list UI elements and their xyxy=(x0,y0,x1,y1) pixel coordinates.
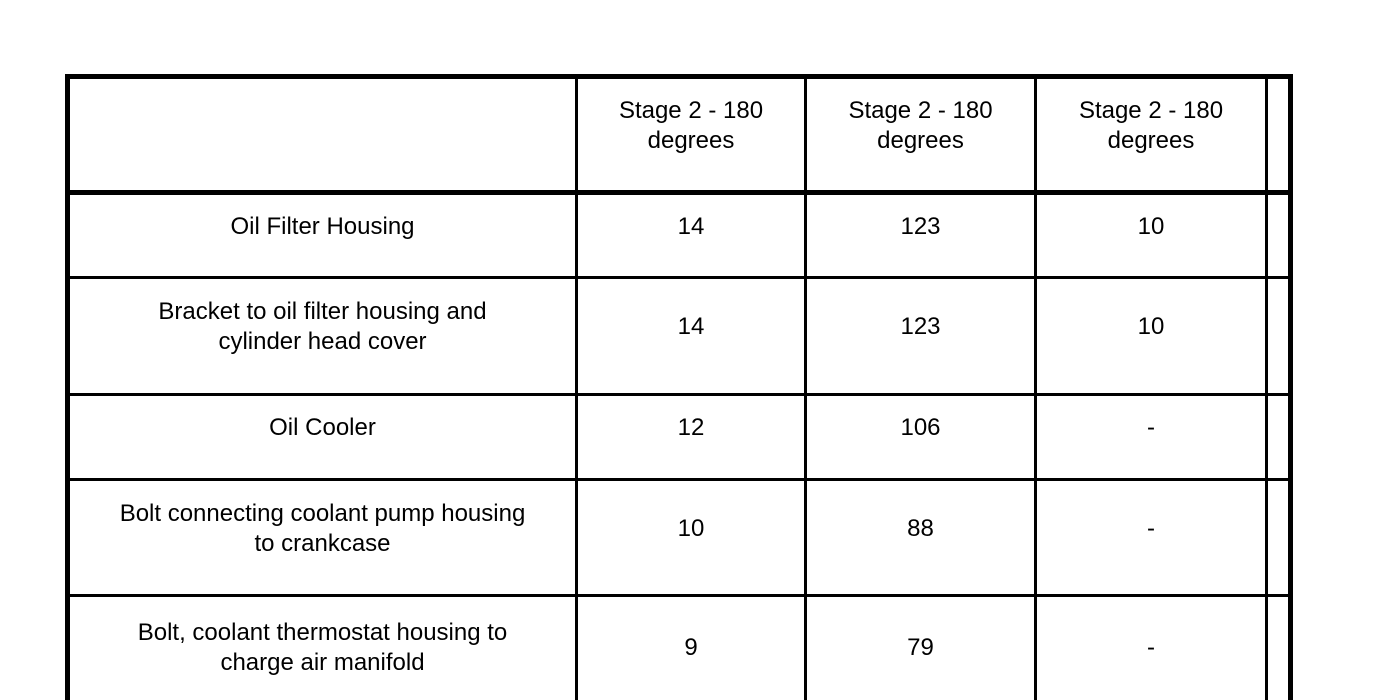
column-header-line: degrees xyxy=(1107,126,1195,154)
value-cell: 10 xyxy=(1034,276,1268,396)
column-header-line: degrees xyxy=(647,126,735,154)
column-header-line: degrees xyxy=(877,126,964,154)
value-cell: 10 xyxy=(1034,191,1268,279)
component-cell: Bracket to oil filter housing and cylind… xyxy=(66,276,578,396)
column-header-3: Stage 2 - 180 degrees xyxy=(1034,74,1268,195)
component-cell: Bolt, coolant thermostat housing to char… xyxy=(66,594,578,700)
component-label: Oil Filter Housing xyxy=(230,212,415,240)
value-cell: 9 xyxy=(575,594,807,700)
table-row: Bolt, coolant thermostat housing to char… xyxy=(66,594,1292,700)
column-header-2: Stage 2 - 180 degrees xyxy=(804,74,1037,195)
component-cell: Oil Filter Housing xyxy=(66,191,578,279)
value-cell: 14 xyxy=(575,276,807,396)
table-row: Oil Filter Housing 14 123 10 xyxy=(66,191,1292,279)
value-cell: - xyxy=(1034,478,1268,597)
component-label-line: cylinder head cover xyxy=(218,328,427,355)
component-label-line: charge air manifold xyxy=(220,649,425,676)
value-cell: 12 xyxy=(575,393,807,481)
component-label-line: Bolt connecting coolant pump housing xyxy=(119,499,526,527)
value-cell: - xyxy=(1034,594,1268,700)
value-cell: 106 xyxy=(804,393,1037,481)
component-label: Oil Cooler xyxy=(269,414,376,441)
narrow-empty-cell xyxy=(1265,594,1292,700)
value-cell: 79 xyxy=(804,594,1037,700)
narrow-empty-cell xyxy=(1265,191,1292,279)
column-header-line: Stage 2 - 180 xyxy=(618,96,764,124)
component-cell: Bolt connecting coolant pump housing to … xyxy=(66,478,578,597)
narrow-empty-cell xyxy=(1265,478,1292,597)
column-header-line: Stage 2 - 180 xyxy=(848,96,993,124)
value-cell: 14 xyxy=(575,191,807,279)
header-row: Stage 2 - 180 degrees Stage 2 - 180 degr… xyxy=(66,74,1292,195)
torque-spec-table: Stage 2 - 180 degrees Stage 2 - 180 degr… xyxy=(65,74,1293,700)
narrow-empty-cell xyxy=(1265,393,1292,481)
value-cell: - xyxy=(1034,393,1268,481)
component-cell: Oil Cooler xyxy=(66,393,578,481)
header-narrow-empty-cell xyxy=(1265,74,1292,195)
value-cell: 123 xyxy=(804,276,1037,396)
value-cell: 123 xyxy=(804,191,1037,279)
column-header-line: Stage 2 - 180 xyxy=(1078,96,1224,124)
narrow-empty-cell xyxy=(1265,276,1292,396)
table-row: Bracket to oil filter housing and cylind… xyxy=(66,276,1292,396)
value-cell: 88 xyxy=(804,478,1037,597)
table-row: Oil Cooler 12 106 - xyxy=(66,393,1292,481)
header-empty-cell xyxy=(66,74,578,195)
value-cell: 10 xyxy=(575,478,807,597)
component-label-line: to crankcase xyxy=(254,529,391,557)
column-header-1: Stage 2 - 180 degrees xyxy=(575,74,807,195)
component-label-line: Bracket to oil filter housing and xyxy=(158,298,487,325)
component-label-line: Bolt, coolant thermostat housing to xyxy=(137,619,508,646)
table-row: Bolt connecting coolant pump housing to … xyxy=(66,478,1292,597)
